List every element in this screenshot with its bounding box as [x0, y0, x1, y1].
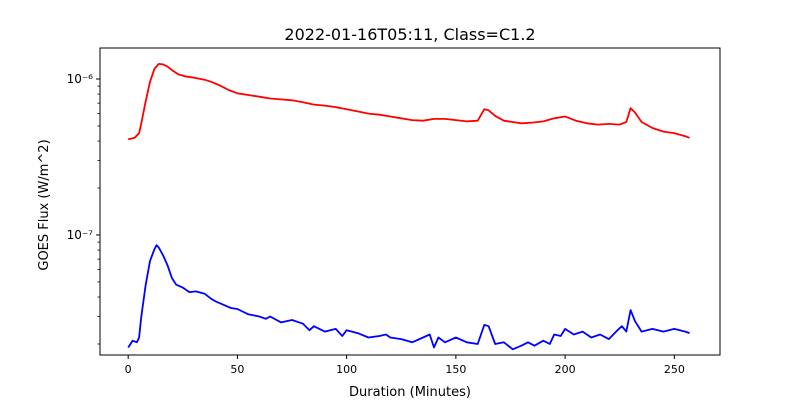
series-line-2 — [127, 244, 690, 351]
chart-title: 2022-01-16T05:11, Class=C1.2 — [284, 25, 535, 44]
x-tick-label: 50 — [230, 363, 244, 376]
x-tick-label: 0 — [125, 363, 132, 376]
x-tick-label: 250 — [664, 363, 685, 376]
y-tick-label: 10⁻⁶ — [67, 72, 94, 86]
x-tick-label: 150 — [445, 363, 466, 376]
y-axis-label: GOES Flux (W/m^2) — [37, 139, 52, 270]
series-line-1 — [127, 63, 690, 141]
x-axis-label: Duration (Minutes) — [349, 385, 471, 400]
axes-frame — [99, 47, 721, 356]
x-tick-label: 100 — [336, 363, 357, 376]
axes: 0 50 100 150 200 250 10⁻⁷ 10⁻⁶ — [67, 47, 721, 376]
y-tick-label: 10⁻⁷ — [67, 228, 94, 242]
x-tick-label: 200 — [555, 363, 576, 376]
plot-area — [127, 63, 690, 351]
